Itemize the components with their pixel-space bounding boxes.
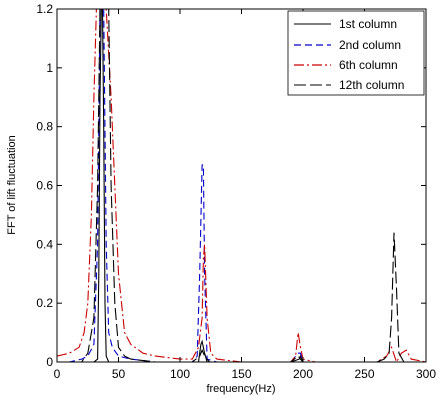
x-tick-label: 250 [354, 367, 374, 381]
y-axis: 0 0.2 0.4 0.6 0.8 1 1.2 [36, 2, 426, 369]
legend-entry: 1st column [294, 17, 397, 31]
y-tick-label: 0.2 [36, 296, 53, 310]
x-tick-label: 0 [54, 367, 61, 381]
legend-label: 12th column [339, 78, 404, 92]
legend-entry: 6th column [294, 58, 398, 72]
legend-box [287, 10, 425, 96]
x-axis: 0 50 100 150 200 250 300 [54, 9, 436, 381]
legend-label: 6th column [339, 58, 398, 72]
y-tick-label: 0.4 [36, 237, 53, 251]
y-tick-label: 1.2 [36, 2, 53, 16]
series-line-4 [57, 9, 426, 362]
legend: 1st column 2nd column 6th column 12th co… [287, 10, 425, 96]
y-tick-label: 1 [46, 61, 53, 75]
x-tick-label: 150 [231, 367, 251, 381]
legend-entry: 12th column [294, 78, 404, 92]
y-tick-label: 0.6 [36, 179, 53, 193]
x-tick-label: 200 [293, 367, 313, 381]
series-line-3 [57, 9, 426, 362]
x-tick-label: 100 [170, 367, 190, 381]
series-layer [57, 9, 426, 362]
x-tick-label: 50 [112, 367, 126, 381]
series-line-1 [57, 9, 426, 362]
y-axis-label: FFT of lift fluctuation [6, 135, 18, 234]
x-tick-label: 300 [416, 367, 436, 381]
legend-label: 1st column [339, 17, 397, 31]
legend-entry: 2nd column [294, 38, 401, 52]
y-tick-label: 0.8 [36, 120, 53, 134]
y-tick-label: 0 [46, 355, 53, 369]
legend-label: 2nd column [339, 38, 401, 52]
x-axis-label: frequency(Hz) [206, 383, 275, 395]
